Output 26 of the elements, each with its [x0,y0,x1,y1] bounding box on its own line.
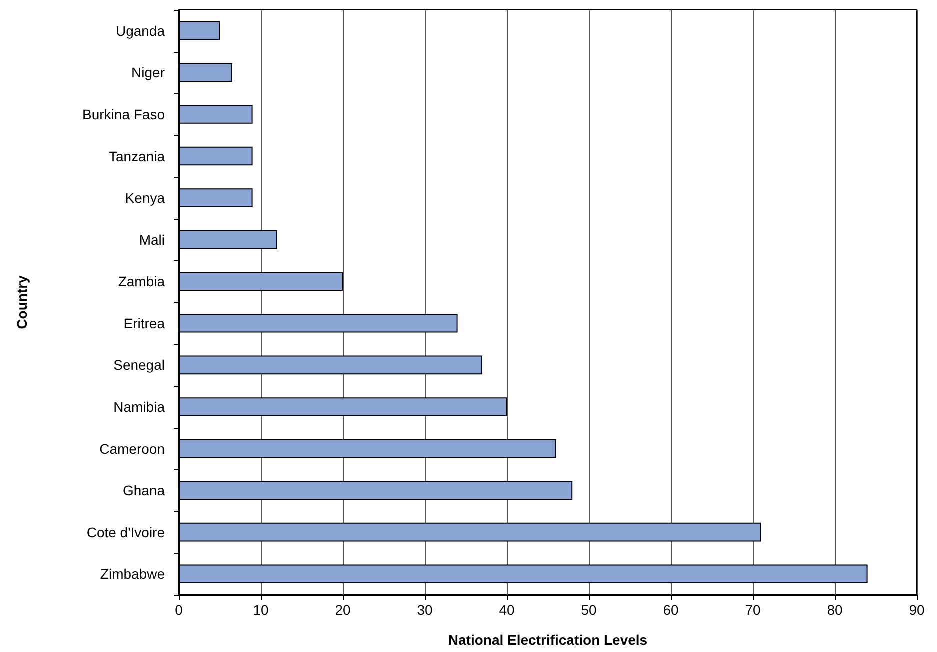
y-tick-label: Ghana [122,482,166,499]
x-tick-label: 70 [745,602,761,618]
y-axis-title: Country [14,275,30,330]
x-tick-label: 40 [499,602,515,618]
x-tick-label: 20 [335,602,351,618]
x-axis-title: National Electrification Levels [448,632,648,648]
y-tick-label: Cameroon [100,440,165,457]
y-tick-label: Zambia [118,274,166,290]
y-tick-label: Tanzania [108,148,166,164]
y-tick-label: Senegal [114,357,165,374]
y-tick-label: Cote d'Ivoire [86,524,166,540]
x-tick-label: 60 [663,602,679,618]
x-tick-label: 90 [909,602,925,618]
y-tick-label: Namibia [114,398,166,415]
x-tick-label: 80 [827,602,843,618]
x-tick-label: 0 [175,602,184,618]
x-tick-label: 30 [417,602,433,618]
y-tick-label: Zimbabwe [100,566,166,582]
x-tick-label: 10 [253,602,269,618]
x-tick-label: 50 [581,602,597,618]
y-tick-label: Eritrea [124,315,166,332]
y-tick-label: Mali [139,232,165,248]
y-tick-label: Kenya [125,190,166,206]
y-tick-label: Uganda [116,22,166,39]
y-tick-label: Burkina Faso [82,106,166,122]
y-tick-label: Niger [132,64,166,81]
